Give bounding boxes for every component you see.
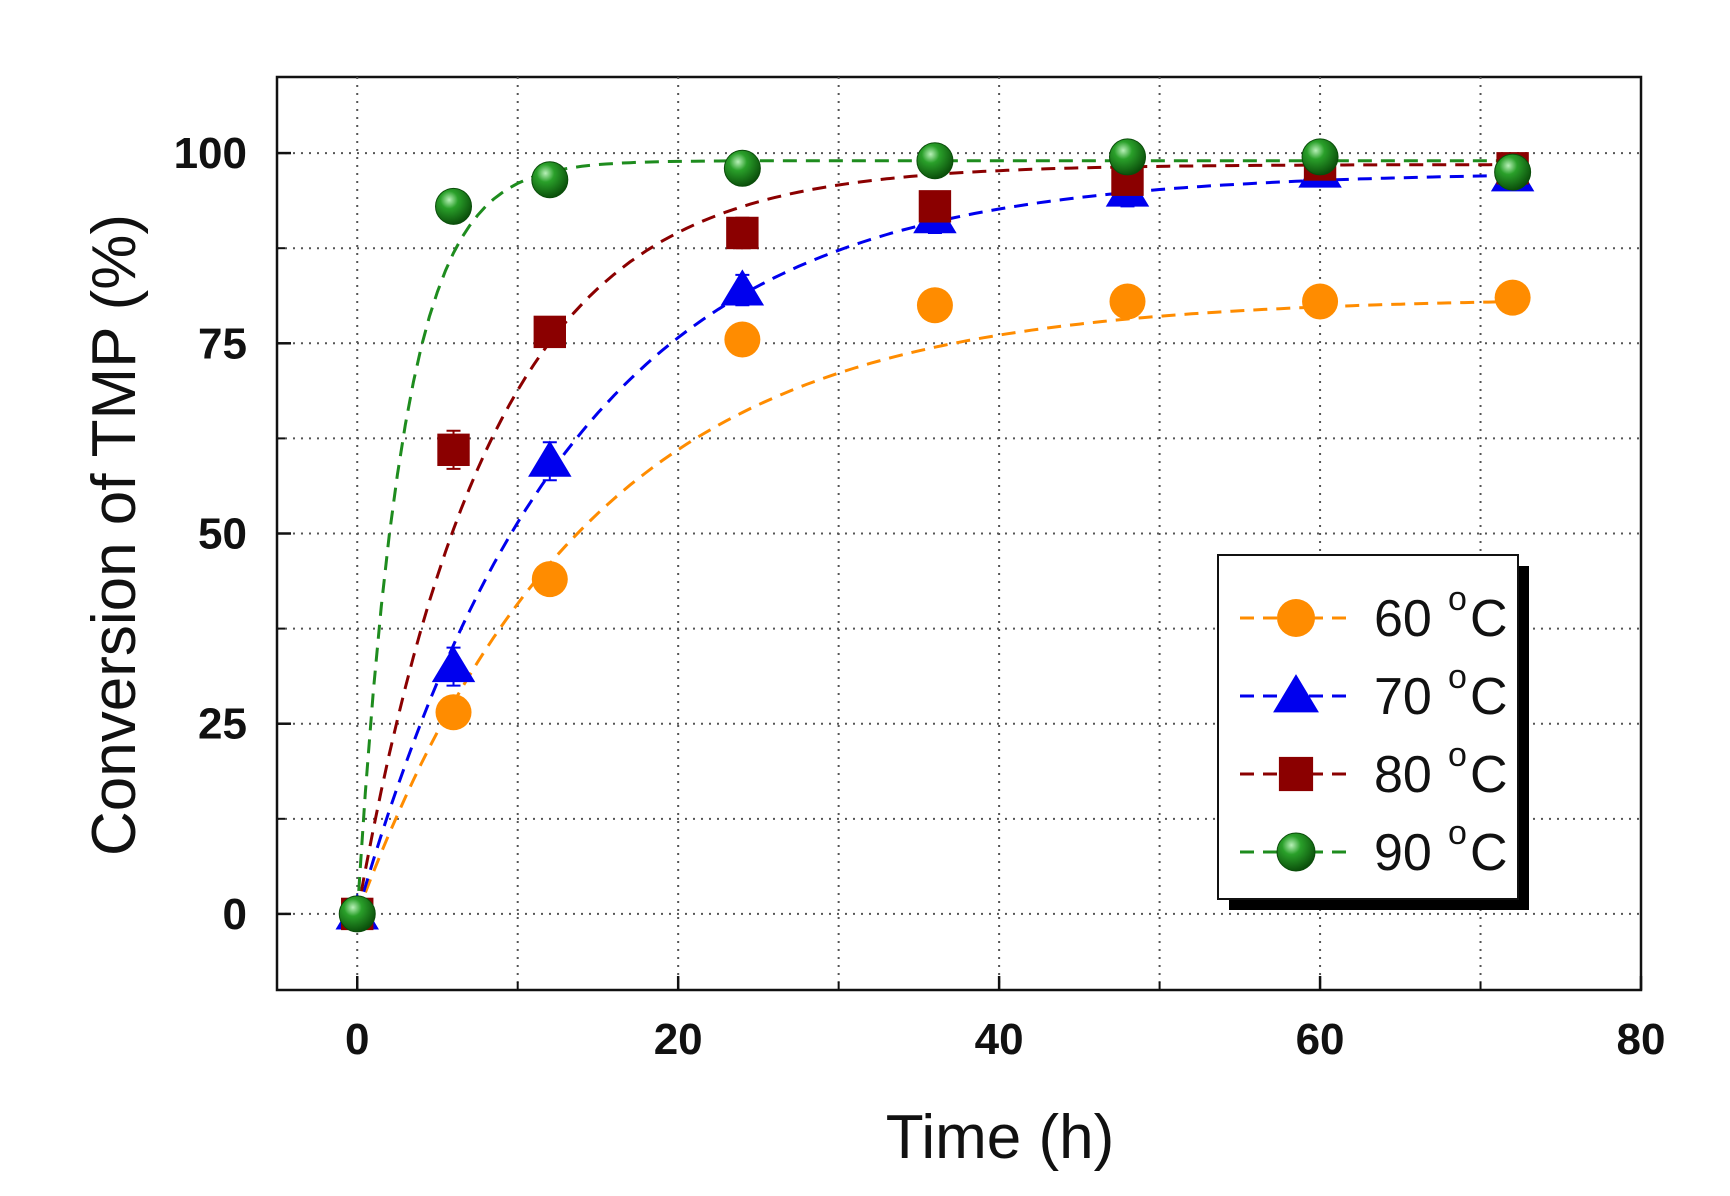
data-point-70 — [431, 645, 476, 683]
legend-unit: C — [1470, 746, 1508, 804]
data-point-90 — [1301, 138, 1339, 176]
data-point-80 — [437, 433, 470, 467]
legend-unit-degree: o — [1448, 580, 1467, 618]
x-axis-title: Time (h) — [886, 1103, 1114, 1172]
data-points — [335, 138, 1535, 933]
y-tick-label: 25 — [198, 700, 247, 749]
data-point-70 — [720, 269, 765, 306]
data-point-60 — [435, 694, 472, 731]
y-tick-label: 75 — [198, 319, 247, 368]
y-axis-title: Conversion of TMP (%) — [80, 214, 149, 856]
y-tick-label: 0 — [223, 890, 247, 939]
x-tick-label: 20 — [654, 1015, 703, 1064]
data-point-90 — [916, 142, 954, 180]
data-point-80 — [533, 315, 566, 349]
legend-unit: C — [1470, 824, 1508, 882]
y-tick-label: 100 — [174, 129, 247, 178]
data-point-60 — [1109, 283, 1146, 320]
data-point-90 — [1108, 138, 1146, 176]
legend-label-80: 80 — [1374, 746, 1432, 804]
legend-unit-degree: o — [1448, 736, 1467, 774]
data-point-90 — [1494, 153, 1532, 191]
x-tick-label: 40 — [975, 1015, 1024, 1064]
data-point-90 — [531, 161, 569, 199]
legend-box — [1217, 554, 1519, 900]
legend-unit-degree: o — [1448, 658, 1467, 696]
axis-ticks: 0 20 40 60 80 0 25 50 75 100 — [174, 129, 1666, 1064]
data-point-90 — [338, 895, 376, 933]
legend-label-60: 60 — [1374, 590, 1432, 648]
data-point-80 — [918, 190, 952, 223]
x-tick-label: 60 — [1296, 1015, 1345, 1064]
data-point-80 — [726, 216, 759, 250]
data-point-60 — [1494, 279, 1531, 316]
legend-marker-60 — [1277, 599, 1315, 637]
data-point-90 — [435, 187, 473, 225]
data-point-70 — [528, 440, 572, 477]
data-point-60 — [1302, 283, 1339, 320]
legend-unit: C — [1470, 668, 1508, 726]
legend: 60 o C70 o C80 o C90 o C — [1217, 554, 1529, 910]
data-point-60 — [916, 287, 953, 324]
legend-marker-70 — [1273, 674, 1319, 713]
y-tick-label: 50 — [198, 510, 247, 559]
legend-unit: C — [1470, 590, 1508, 648]
data-point-60 — [531, 561, 568, 598]
legend-label-90: 90 — [1374, 824, 1432, 882]
series-90 — [338, 138, 1532, 933]
x-tick-label: 80 — [1617, 1015, 1666, 1064]
data-point-60 — [724, 321, 761, 358]
legend-marker-80 — [1278, 756, 1314, 792]
x-tick-label: 0 — [345, 1015, 369, 1064]
legend-marker-90 — [1276, 832, 1316, 872]
data-point-90 — [723, 149, 761, 187]
legend-unit-degree: o — [1448, 814, 1467, 852]
legend-label-70: 70 — [1374, 668, 1432, 726]
